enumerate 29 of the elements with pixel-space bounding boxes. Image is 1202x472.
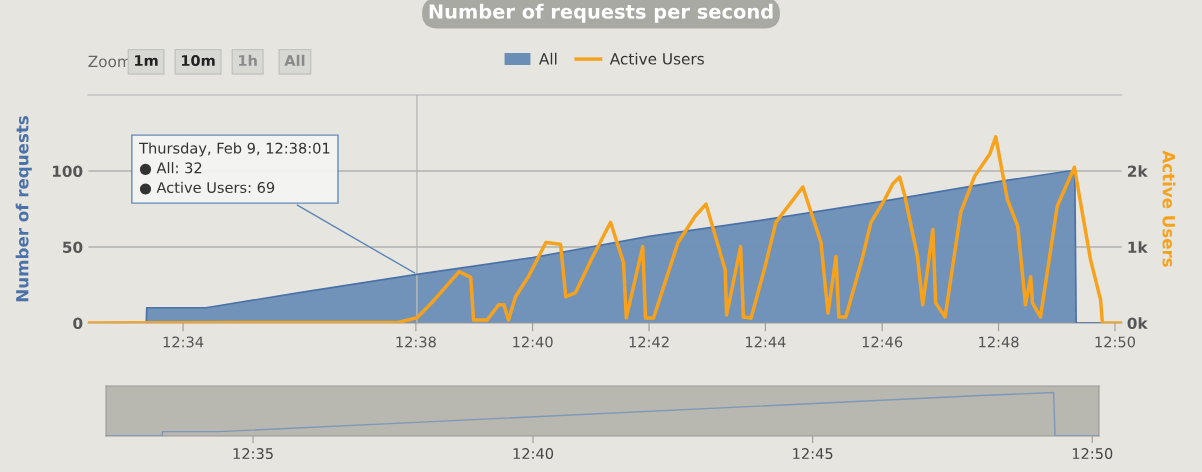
x-tick-label: 12:40 bbox=[513, 448, 554, 460]
y-tick-label: 100 bbox=[52, 165, 83, 178]
x-tick-label: 12:35 bbox=[233, 448, 273, 460]
x-tick-label: 12:50 bbox=[1095, 336, 1135, 348]
chart-title: Number of requests per second bbox=[429, 3, 773, 23]
x-tick-label: 12:44 bbox=[746, 336, 786, 348]
x-tick-label: 12:38 bbox=[396, 336, 436, 348]
x-tick-label: 12:40 bbox=[513, 336, 553, 348]
y-tick-label: 0 bbox=[73, 317, 83, 330]
annotation: Thursday, Feb 9, 12:38:01 ● All: 32 ● Active Users: 69 bbox=[139, 142, 330, 195]
legend-label: All bbox=[539, 52, 557, 65]
x-tick-label: 12:50 bbox=[1072, 448, 1113, 460]
text: 10m bbox=[181, 55, 215, 67]
legend-label: Active Users bbox=[609, 52, 704, 65]
x-tick-label: 12:34 bbox=[163, 336, 204, 348]
x-tick-label: 12:42 bbox=[629, 336, 669, 348]
y-axis-title: Number of requests bbox=[15, 116, 32, 302]
text: 1h bbox=[239, 54, 257, 66]
x-tick-label: 12:45 bbox=[793, 448, 833, 460]
x-tick-label: 12:48 bbox=[979, 336, 1019, 348]
x-tick-label: 12:46 bbox=[862, 336, 903, 348]
y-tick-label: 50 bbox=[63, 241, 83, 254]
y2-tick-label: 2k bbox=[1128, 165, 1148, 177]
y2-tick-label: 1k bbox=[1128, 241, 1148, 253]
line-series bbox=[87, 135, 1122, 323]
y2-tick-label: 0k bbox=[1127, 317, 1148, 330]
text: 1m bbox=[135, 55, 158, 66]
y2-axis-title: Active Users bbox=[1162, 150, 1176, 267]
text: All bbox=[284, 54, 305, 66]
